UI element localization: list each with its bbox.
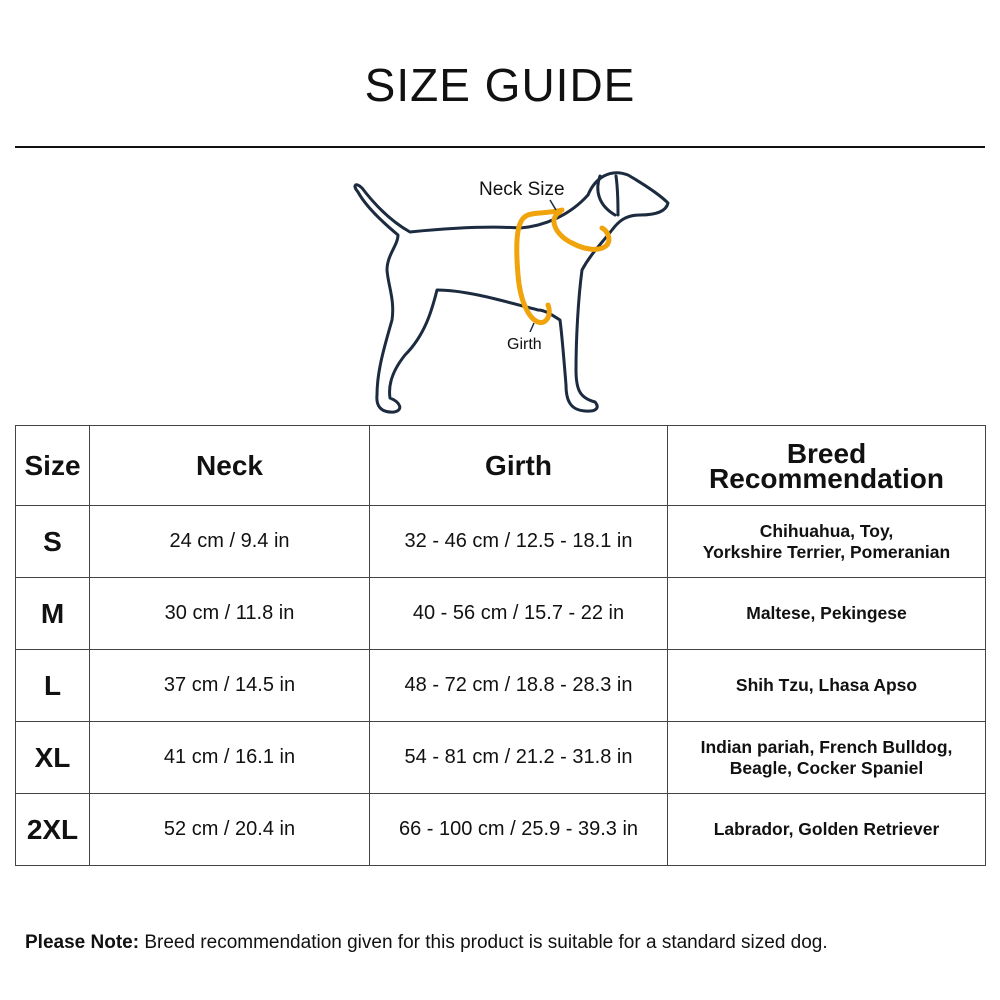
note-text: Breed recommendation given for this prod… <box>139 932 828 953</box>
header-girth: Girth <box>369 425 668 506</box>
page-title: SIZE GUIDE <box>364 59 636 111</box>
neck-cell: 37 cm / 14.5 in <box>89 649 370 722</box>
note-label: Please Note: <box>25 932 140 953</box>
size-cell: M <box>15 577 90 650</box>
neck-cell: 24 cm / 9.4 in <box>89 505 370 578</box>
title-divider <box>15 146 985 148</box>
neck-cell: 41 cm / 16.1 in <box>89 721 370 794</box>
table-row: M 30 cm / 11.8 in 40 - 56 cm / 15.7 - 22 i… <box>15 577 986 650</box>
size-table: Size Neck Girth Breed Recommendation S 24… <box>15 425 986 866</box>
table-header-row: Size Neck Girth Breed Recommendation <box>15 425 986 506</box>
table-row: L 37 cm / 14.5 in 48 - 72 cm / 18.8 - 28.3… <box>15 649 986 722</box>
neck-measure-icon <box>551 209 612 252</box>
neck-size-label: Neck Size <box>479 179 565 200</box>
size-cell: L <box>15 649 90 722</box>
girth-cell: 48 - 72 cm / 18.8 - 28.3 in <box>369 649 668 722</box>
breed-cell: Chihuahua, Toy, Yorkshire Terrier, Pomer… <box>667 505 986 578</box>
header-size: Size <box>15 425 90 506</box>
footnote: Please Note: Breed recommendation given … <box>25 932 828 954</box>
size-cell: S <box>15 505 90 578</box>
header-neck: Neck <box>89 425 370 506</box>
dog-outline-icon <box>353 171 670 414</box>
table-row: XL 41 cm / 16.1 in 54 - 81 cm / 21.2 - 31.… <box>15 721 986 794</box>
size-cell: XL <box>15 721 90 794</box>
head-ear-icon <box>596 174 620 217</box>
dog-measurement-diagram: Neck Size Girth <box>353 171 670 414</box>
girth-measure-icon <box>514 207 565 325</box>
breed-cell: Indian pariah, French Bulldog, Beagle, C… <box>667 721 986 794</box>
girth-cell: 54 - 81 cm / 21.2 - 31.8 in <box>369 721 668 794</box>
neck-cell: 52 cm / 20.4 in <box>89 793 370 866</box>
girth-cell: 40 - 56 cm / 15.7 - 22 in <box>369 577 668 650</box>
table-row: S 24 cm / 9.4 in 32 - 46 cm / 12.5 - 18.1 … <box>15 505 986 578</box>
neck-cell: 30 cm / 11.8 in <box>89 577 370 650</box>
breed-cell: Maltese, Pekingese <box>667 577 986 650</box>
size-cell: 2XL <box>15 793 90 866</box>
header-breed: Breed Recommendation <box>667 425 986 506</box>
girth-cell: 66 - 100 cm / 25.9 - 39.3 in <box>369 793 668 866</box>
girth-cell: 32 - 46 cm / 12.5 - 18.1 in <box>369 505 668 578</box>
breed-cell: Shih Tzu, Lhasa Apso <box>667 649 986 722</box>
table-row: 2XL 52 cm / 20.4 in 66 - 100 cm / 25.9 - 3… <box>15 793 986 866</box>
breed-cell: Labrador, Golden Retriever <box>667 793 986 866</box>
girth-label: Girth <box>507 336 542 353</box>
